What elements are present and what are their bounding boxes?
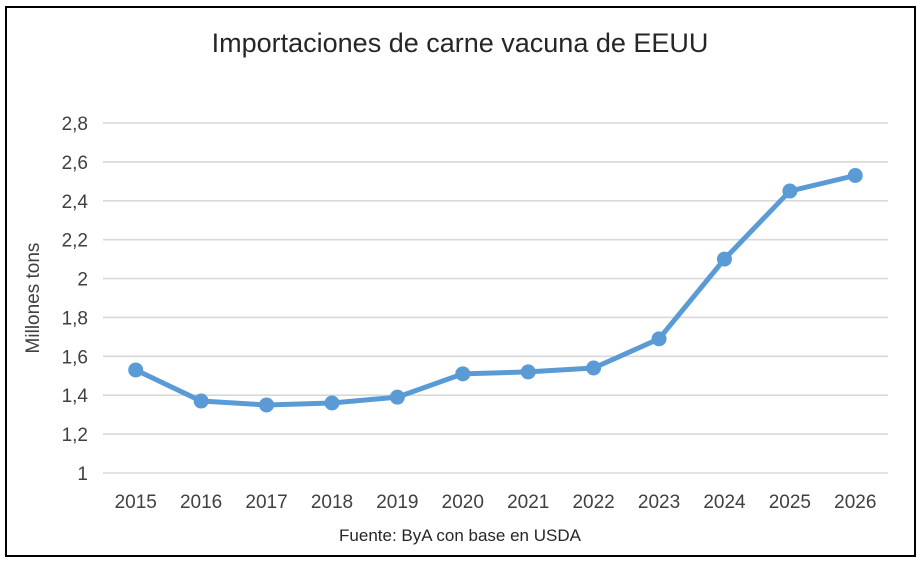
y-tick-label: 1: [77, 464, 88, 485]
y-tick-label: 2,2: [62, 231, 88, 252]
data-point-marker: [520, 364, 536, 380]
x-tick-label: 2015: [115, 492, 157, 513]
y-tick-label: 1,4: [62, 386, 89, 407]
data-point-marker: [389, 389, 405, 405]
x-tick-label: 2022: [572, 492, 614, 513]
x-tick-label: 2025: [769, 492, 811, 513]
data-point-marker: [455, 366, 471, 382]
data-point-marker: [193, 393, 209, 409]
y-tick-label: 2,4: [62, 192, 89, 213]
chart-border: [5, 6, 916, 557]
data-point-marker: [128, 362, 144, 378]
y-tick-label: 2,6: [62, 153, 88, 174]
x-tick-label: 2021: [507, 492, 549, 513]
data-point-marker: [651, 331, 667, 347]
x-tick-label: 2023: [638, 492, 680, 513]
data-point-marker: [782, 183, 798, 199]
x-tick-label: 2018: [311, 492, 353, 513]
y-tick-label: 1,6: [62, 347, 88, 368]
x-tick-label: 2017: [245, 492, 287, 513]
y-tick-label: 1,2: [62, 425, 88, 446]
y-tick-label: 2: [77, 270, 88, 291]
source-caption: Fuente: ByA con base en USDA: [339, 526, 581, 545]
x-tick-label: 2019: [376, 492, 418, 513]
data-point-marker: [586, 360, 602, 376]
data-point-marker: [847, 168, 863, 183]
x-tick-label: 2016: [180, 492, 222, 513]
y-tick-label: 1,8: [62, 308, 88, 329]
y-tick-label: 2,8: [62, 114, 88, 135]
data-series-line: [133, 173, 858, 408]
data-point-marker: [259, 397, 275, 413]
x-tick-label: 2020: [442, 492, 484, 513]
x-tick-label: 2024: [703, 492, 746, 513]
chart-title: Importaciones de carne vacuna de EEUU: [211, 28, 709, 58]
data-point-marker: [324, 395, 340, 411]
x-tick-label: 2026: [834, 492, 876, 513]
data-point-marker: [716, 251, 732, 267]
